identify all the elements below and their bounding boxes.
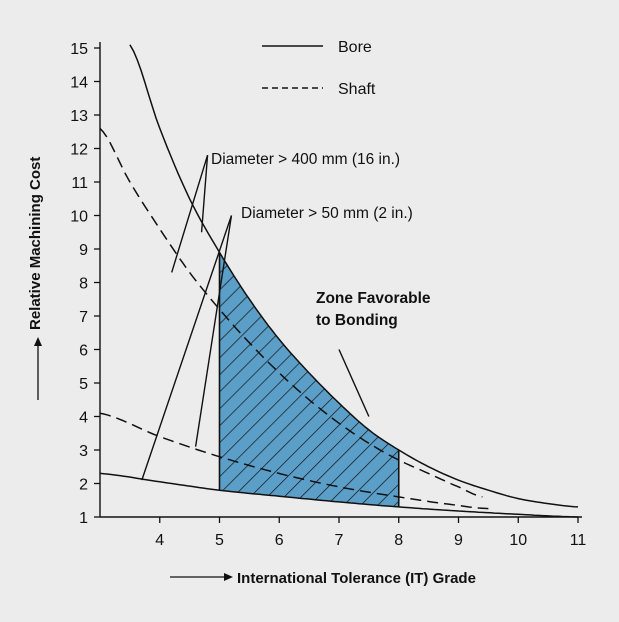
small-diameter-leader-1 (141, 215, 233, 481)
x-tick-label: 9 (454, 532, 463, 549)
y-tick-label: 7 (79, 309, 88, 326)
x-axis-title: International Tolerance (IT) Grade (170, 570, 476, 587)
y-tick-label: 15 (70, 41, 88, 58)
y-tick-label: 9 (79, 242, 88, 259)
y-tick-label: 11 (71, 175, 88, 192)
x-tick-label: 5 (215, 532, 224, 549)
series-line-0 (129, 44, 579, 508)
zone-hatch (219, 252, 399, 507)
y-tick-label: 6 (79, 343, 88, 360)
x-tick-label: 8 (394, 532, 403, 549)
y-axis-title: Relative Machining Cost (27, 157, 44, 400)
series-layer (100, 44, 579, 518)
x-axis-arrow-icon (224, 573, 233, 581)
legend-shaft-label: Shaft (338, 81, 376, 98)
y-tick-label: 2 (79, 477, 88, 494)
y-tick-label: 14 (70, 75, 88, 92)
large-diameter-leader-1 (171, 154, 209, 273)
y-axis-arrow-icon (34, 337, 42, 346)
x-tick-label: 6 (275, 532, 284, 549)
legend-bore-label: Bore (338, 39, 372, 56)
large-diameter-leader-0 (200, 155, 209, 233)
x-axis-label: International Tolerance (IT) Grade (237, 570, 476, 587)
x-tick-label: 11 (570, 532, 587, 549)
zone-label-line2: to Bonding (316, 312, 398, 329)
legend: Bore Shaft (262, 39, 376, 98)
series-line-1 (100, 127, 483, 498)
annotation-small-diameter: Diameter > 50 mm (2 in.) (241, 205, 413, 222)
zone-label-line1: Zone Favorable (316, 290, 431, 307)
y-tick-label: 4 (79, 410, 88, 427)
annotation-large-diameter: Diameter > 400 mm (16 in.) (211, 151, 400, 168)
small-diameter-leader-0 (194, 215, 233, 447)
annotation-leaders (141, 154, 370, 481)
y-tick-label: 3 (79, 443, 88, 460)
y-axis-label: Relative Machining Cost (27, 157, 44, 330)
y-tick-label: 13 (70, 108, 88, 125)
zone-leader (338, 349, 370, 417)
series-line-2 (100, 472, 579, 518)
y-tick-label: 12 (70, 142, 88, 159)
y-tick-label: 8 (79, 276, 88, 293)
x-tick-label: 10 (509, 532, 527, 549)
y-tick-label: 5 (79, 376, 88, 393)
y-tick-label: 1 (79, 510, 88, 527)
series-line-3 (100, 412, 489, 510)
y-tick-label: 10 (70, 209, 88, 226)
x-tick-label: 7 (335, 532, 344, 549)
x-tick-label: 4 (155, 532, 164, 549)
